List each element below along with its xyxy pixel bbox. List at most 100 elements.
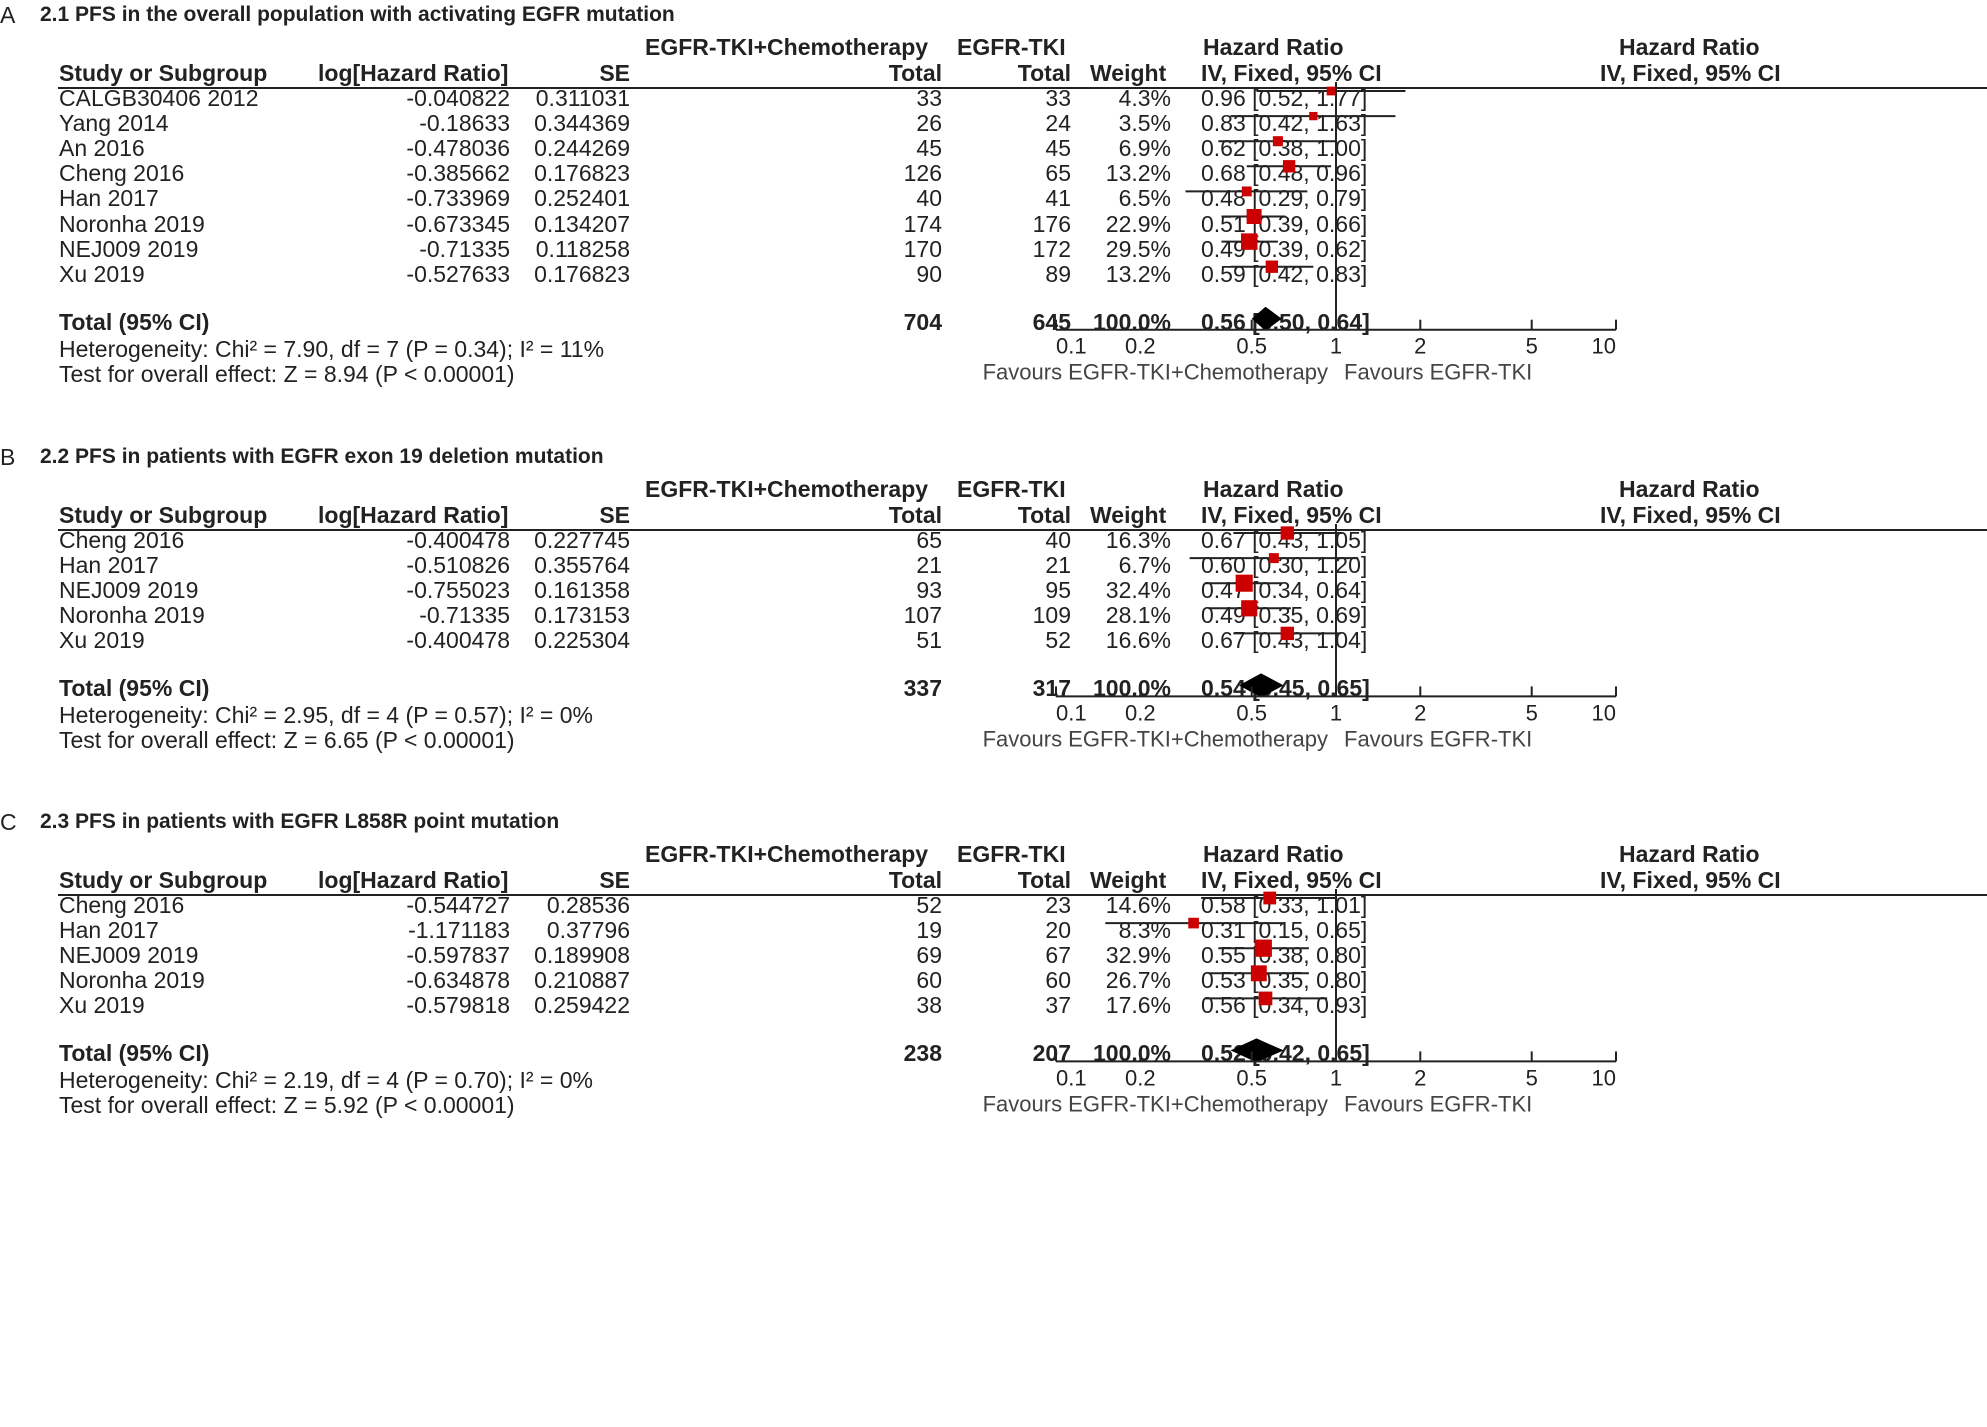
loghr-value: -0.544727 xyxy=(406,892,510,918)
x-tick-label: 5 xyxy=(1526,334,1538,359)
total-exp-value: 26 xyxy=(916,110,942,137)
study-name: Noronha 2019 xyxy=(59,602,205,629)
overall-effect-text: Test for overall effect: Z = 8.94 (P < 0… xyxy=(59,360,515,387)
study-marker xyxy=(1268,553,1279,564)
ci-value: 0.59 [0.42, 0.83] xyxy=(1201,260,1368,287)
loghr-value: -0.478036 xyxy=(406,135,510,162)
study-name: Noronha 2019 xyxy=(59,210,205,237)
total-exp-value: 93 xyxy=(916,577,942,604)
ci-value: 0.58 [0.33, 1.01] xyxy=(1201,892,1368,918)
total-exp-value: 45 xyxy=(916,135,942,162)
study-name: NEJ009 2019 xyxy=(59,942,199,969)
col-ci-header: IV, Fixed, 95% CI xyxy=(1201,867,1382,893)
se-value: 0.344369 xyxy=(534,110,630,137)
se-value: 0.252401 xyxy=(534,185,630,212)
total-ctl-value: 33 xyxy=(1045,85,1071,111)
col-total-exp-header: Total xyxy=(888,867,942,893)
total-ctl-value: 41 xyxy=(1045,185,1071,212)
ci-value: 0.56 [0.34, 0.93] xyxy=(1201,992,1368,1019)
panel-letter: C xyxy=(0,809,17,835)
study-name: Cheng 2016 xyxy=(59,160,185,187)
loghr-value: -1.171183 xyxy=(408,917,510,944)
favours-left-label: Favours EGFR-TKI+Chemotherapy xyxy=(983,1091,1328,1116)
x-tick-label: 2 xyxy=(1414,700,1426,725)
total-weight-value: 100.0% xyxy=(1092,675,1171,702)
loghr-value: -0.400478 xyxy=(406,527,510,553)
plot-ci-header: IV, Fixed, 95% CI xyxy=(1600,867,1781,893)
heterogeneity-text: Heterogeneity: Chi² = 2.19, df = 4 (P = … xyxy=(59,1067,593,1094)
total-exp-value: 19 xyxy=(916,917,942,944)
col-total-ctl-header: Total xyxy=(1017,867,1071,893)
study-marker xyxy=(1254,939,1272,957)
group-exp-header: EGFR-TKI+Chemotherapy xyxy=(645,34,929,60)
ci-value: 0.31 [0.15, 0.65] xyxy=(1201,917,1368,944)
total-exp-value: 107 xyxy=(903,602,942,629)
x-tick-label: 0.1 xyxy=(1056,700,1087,725)
forest-panel-c: C 2.3 PFS in patients with EGFR L858R poi… xyxy=(0,807,1987,1277)
total-weight-value: 100.0% xyxy=(1092,1040,1171,1067)
x-tick-label: 10 xyxy=(1592,700,1616,725)
x-tick-label: 5 xyxy=(1526,700,1538,725)
loghr-value: -0.71335 xyxy=(419,602,510,629)
total-exp-value: 126 xyxy=(903,160,942,187)
study-marker xyxy=(1241,186,1252,197)
total-label: Total (95% CI) xyxy=(59,308,210,335)
total-ctl-value: 45 xyxy=(1045,135,1071,162)
x-tick-label: 2 xyxy=(1414,1065,1426,1090)
ci-value: 0.67 [0.43, 1.04] xyxy=(1201,627,1368,654)
weight-value: 6.9% xyxy=(1118,135,1171,162)
se-value: 0.28536 xyxy=(546,892,630,918)
col-total-exp-header: Total xyxy=(888,502,942,528)
loghr-value: -0.597837 xyxy=(406,942,510,969)
total-ctl-value: 65 xyxy=(1045,160,1071,187)
ci-value: 0.96 [0.52, 1.77] xyxy=(1201,85,1368,111)
ci-value: 0.51 [0.39, 0.66] xyxy=(1201,210,1368,237)
total-ctl-value: 52 xyxy=(1045,627,1071,654)
weight-value: 13.2% xyxy=(1105,260,1171,287)
weight-value: 6.7% xyxy=(1118,552,1171,579)
ci-value: 0.83 [0.42, 1.63] xyxy=(1201,110,1368,137)
se-value: 0.134207 xyxy=(534,210,630,237)
pooled-diamond xyxy=(1238,673,1284,698)
total-ctl-value: 176 xyxy=(1032,210,1071,237)
study-marker xyxy=(1282,160,1296,173)
header-divider xyxy=(58,529,1987,531)
total-exp-value: 21 xyxy=(916,552,942,579)
loghr-value: -0.71335 xyxy=(419,235,510,262)
loghr-value: -0.579818 xyxy=(406,992,510,1019)
group-exp-header: EGFR-TKI+Chemotherapy xyxy=(645,841,929,867)
se-value: 0.176823 xyxy=(534,160,630,187)
x-tick-label: 0.1 xyxy=(1056,334,1087,359)
ci-value: 0.68 [0.48, 0.96] xyxy=(1201,160,1368,187)
total-ctl-value: 21 xyxy=(1045,552,1071,579)
col-se-header: SE xyxy=(599,867,630,893)
study-marker xyxy=(1280,526,1294,540)
weight-value: 16.6% xyxy=(1105,627,1171,654)
loghr-value: -0.510826 xyxy=(406,552,510,579)
study-marker xyxy=(1263,891,1277,905)
loghr-value: -0.18633 xyxy=(419,110,510,137)
col-weight-header: Weight xyxy=(1090,502,1167,528)
overall-effect-text: Test for overall effect: Z = 6.65 (P < 0… xyxy=(59,727,515,754)
weight-value: 32.9% xyxy=(1105,942,1171,969)
study-marker xyxy=(1272,136,1283,147)
x-tick-label: 0.2 xyxy=(1125,334,1156,359)
total-exp-value: 90 xyxy=(916,260,942,287)
study-name: Xu 2019 xyxy=(59,627,145,654)
heterogeneity-text: Heterogeneity: Chi² = 7.90, df = 7 (P = … xyxy=(59,335,605,362)
panel-title: 2.1 PFS in the overall population with a… xyxy=(40,3,675,26)
total-exp-value: 238 xyxy=(903,1040,942,1067)
total-ctl-value: 109 xyxy=(1032,602,1071,629)
hr-header: Hazard Ratio xyxy=(1203,476,1344,502)
total-exp-value: 174 xyxy=(903,210,942,237)
x-tick-label: 0.5 xyxy=(1236,334,1267,359)
total-exp-value: 51 xyxy=(916,627,942,654)
total-exp-value: 38 xyxy=(916,992,942,1019)
total-exp-value: 65 xyxy=(916,527,942,553)
study-name: Xu 2019 xyxy=(59,260,145,287)
col-weight-header: Weight xyxy=(1090,60,1167,86)
total-exp-value: 69 xyxy=(916,942,942,969)
study-marker xyxy=(1309,111,1318,121)
total-ctl-value: 60 xyxy=(1045,967,1071,994)
loghr-value: -0.400478 xyxy=(406,627,510,654)
